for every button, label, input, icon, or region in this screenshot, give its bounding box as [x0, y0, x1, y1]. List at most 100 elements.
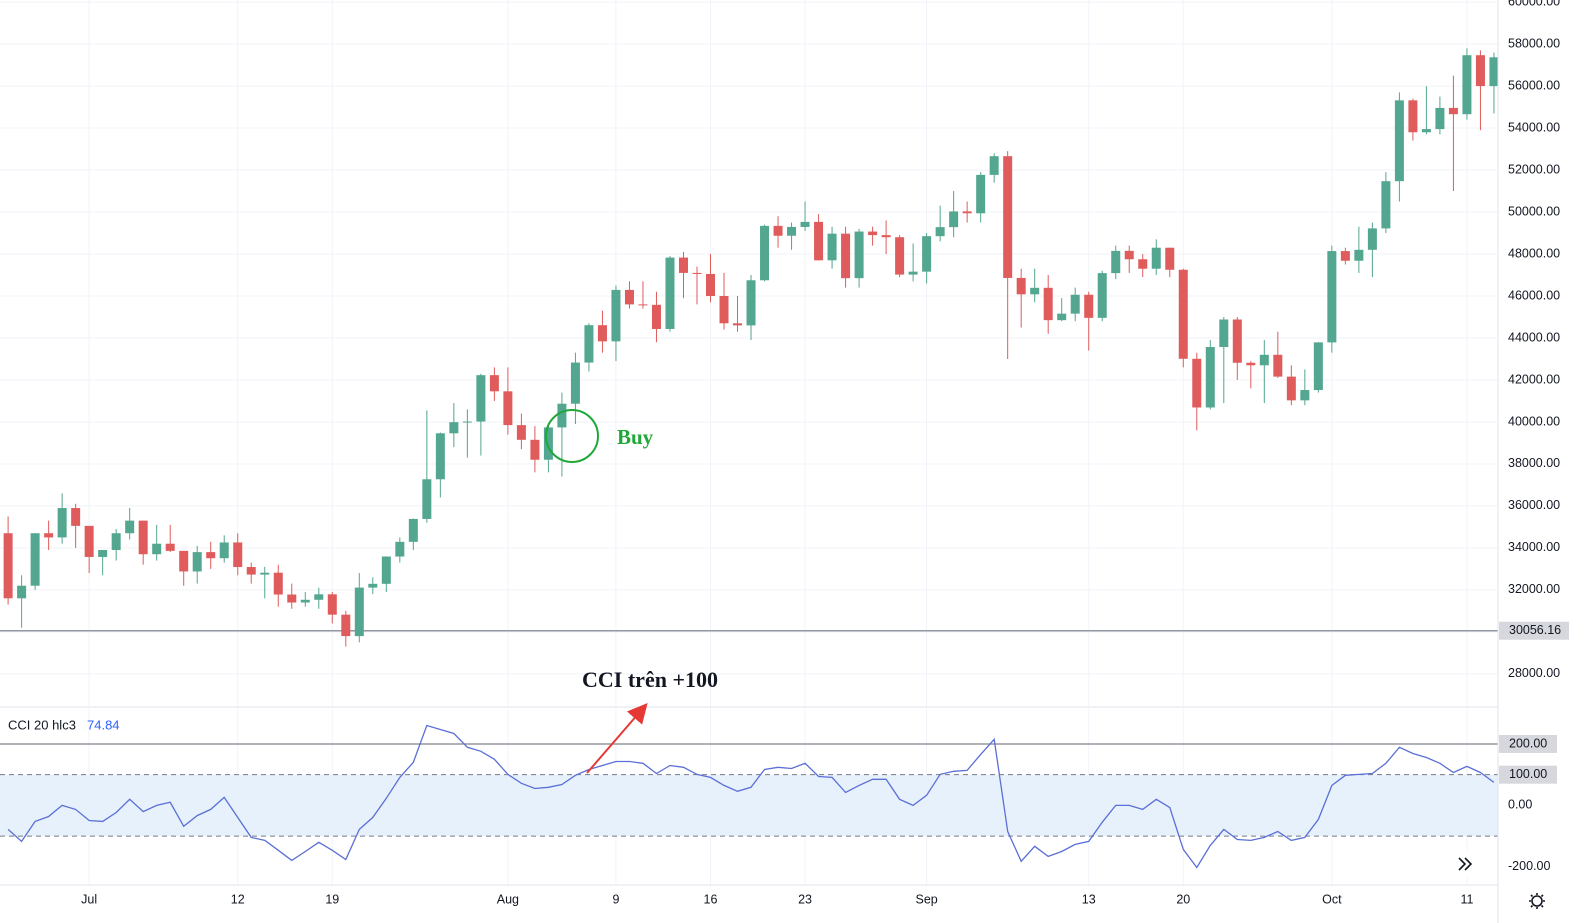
candle-body — [476, 375, 486, 422]
candle-body — [1421, 129, 1431, 133]
y-tick-label: 200.00 — [1509, 736, 1547, 750]
scroll-button[interactable] — [1449, 850, 1481, 878]
settings-button[interactable] — [1529, 893, 1545, 909]
candle-body — [1016, 277, 1026, 295]
candle-body — [678, 257, 688, 273]
candle-body — [787, 226, 797, 236]
candle-body — [179, 550, 189, 572]
x-tick-label: 11 — [1460, 892, 1473, 906]
candle-body — [287, 594, 297, 603]
candle-body — [1435, 107, 1445, 130]
candle-body — [489, 375, 499, 392]
candle-body — [192, 552, 202, 572]
y-tick-label: -200.00 — [1508, 859, 1550, 873]
candle-body — [1205, 347, 1215, 408]
y-tick-label: 36000.00 — [1508, 498, 1560, 512]
candle-body — [1475, 55, 1485, 87]
y-tick-label: 100.00 — [1509, 767, 1547, 781]
candle-body — [165, 543, 175, 551]
y-tick-label: 48000.00 — [1508, 246, 1560, 260]
candle-body — [597, 325, 607, 342]
candle-body — [1192, 358, 1202, 408]
candle-body — [881, 235, 891, 238]
candle-body — [841, 233, 851, 279]
candle-body — [692, 272, 702, 274]
y-tick-label: 38000.00 — [1508, 456, 1560, 470]
candle-body — [395, 541, 405, 557]
candle-body — [422, 479, 432, 519]
candle-body — [1057, 313, 1067, 321]
settings-icon-rays[interactable] — [1529, 893, 1545, 909]
x-tick-label: Oct — [1322, 892, 1342, 906]
candle-body — [408, 518, 418, 542]
y-tick-label: 44000.00 — [1508, 330, 1560, 344]
candle-body — [800, 221, 810, 227]
candle-body — [1273, 354, 1283, 377]
y-tick-label: 42000.00 — [1508, 372, 1560, 386]
candle-body — [1246, 362, 1256, 366]
candle-body — [125, 520, 135, 534]
candle-body — [1138, 259, 1148, 269]
y-tick-label: 54000.00 — [1508, 120, 1560, 134]
candle-body — [516, 425, 526, 440]
candle-body — [219, 542, 229, 559]
candle-body — [976, 174, 986, 214]
candle-body — [584, 325, 594, 363]
candle-body — [71, 508, 81, 526]
cci-band — [0, 774, 1498, 837]
candle-body — [1124, 250, 1134, 260]
candle-body — [44, 533, 54, 538]
candle-body — [814, 221, 824, 261]
y-tick-label: 50000.00 — [1508, 204, 1560, 218]
candle-body — [314, 594, 324, 600]
annotation-arrow — [586, 702, 648, 774]
x-tick-label: 13 — [1082, 892, 1096, 906]
candle-body — [30, 533, 40, 586]
candle-body — [462, 421, 472, 423]
axes: Jul1219Aug91623Sep1320Oct1128000.0030000… — [81, 0, 1569, 906]
candle-body — [3, 533, 13, 599]
settings-icon[interactable] — [1531, 895, 1543, 907]
price-line-label-bg — [1499, 621, 1569, 640]
candle-body — [341, 614, 351, 637]
candle-body — [1448, 107, 1458, 115]
y-tick-label: 40000.00 — [1508, 414, 1560, 428]
candle-body — [908, 271, 918, 275]
candle-body — [854, 231, 864, 279]
candle-body — [449, 422, 459, 434]
candle-body — [1367, 228, 1377, 250]
x-tick-label: Jul — [81, 892, 97, 906]
candle-body — [84, 525, 94, 557]
candle-body — [1381, 181, 1391, 229]
y-tick-label: 60000.00 — [1508, 0, 1560, 8]
y-tick-label-bg — [1499, 765, 1557, 784]
candle-body — [1043, 287, 1053, 321]
y-tick-label: 28000.00 — [1508, 666, 1560, 680]
candle-body — [273, 572, 283, 595]
y-tick-label: 0.00 — [1508, 798, 1532, 812]
cci-band-layer — [0, 743, 1498, 837]
candle-body — [651, 304, 661, 329]
x-tick-label: 19 — [325, 892, 339, 906]
candle-body — [530, 439, 540, 460]
cci-line — [7, 724, 1495, 869]
candle-body — [1030, 287, 1040, 295]
candle-body — [949, 211, 959, 228]
candle-body — [233, 542, 243, 568]
candle-body — [1340, 251, 1350, 261]
candle-body — [1111, 250, 1121, 274]
candle-body — [665, 257, 675, 329]
candle-body — [206, 552, 216, 559]
indicator-value: 74.84 — [87, 717, 120, 732]
candle-body — [111, 533, 121, 551]
candle-body — [354, 587, 364, 637]
y-tick-label: 34000.00 — [1508, 540, 1560, 554]
x-tick-label: Sep — [916, 892, 938, 906]
scroll-icon[interactable] — [1458, 857, 1473, 871]
candle-body — [1259, 354, 1269, 366]
candle-body — [611, 289, 621, 342]
candle-body — [962, 211, 972, 214]
indicator-title: CCI 20 hlc3 — [8, 717, 76, 732]
